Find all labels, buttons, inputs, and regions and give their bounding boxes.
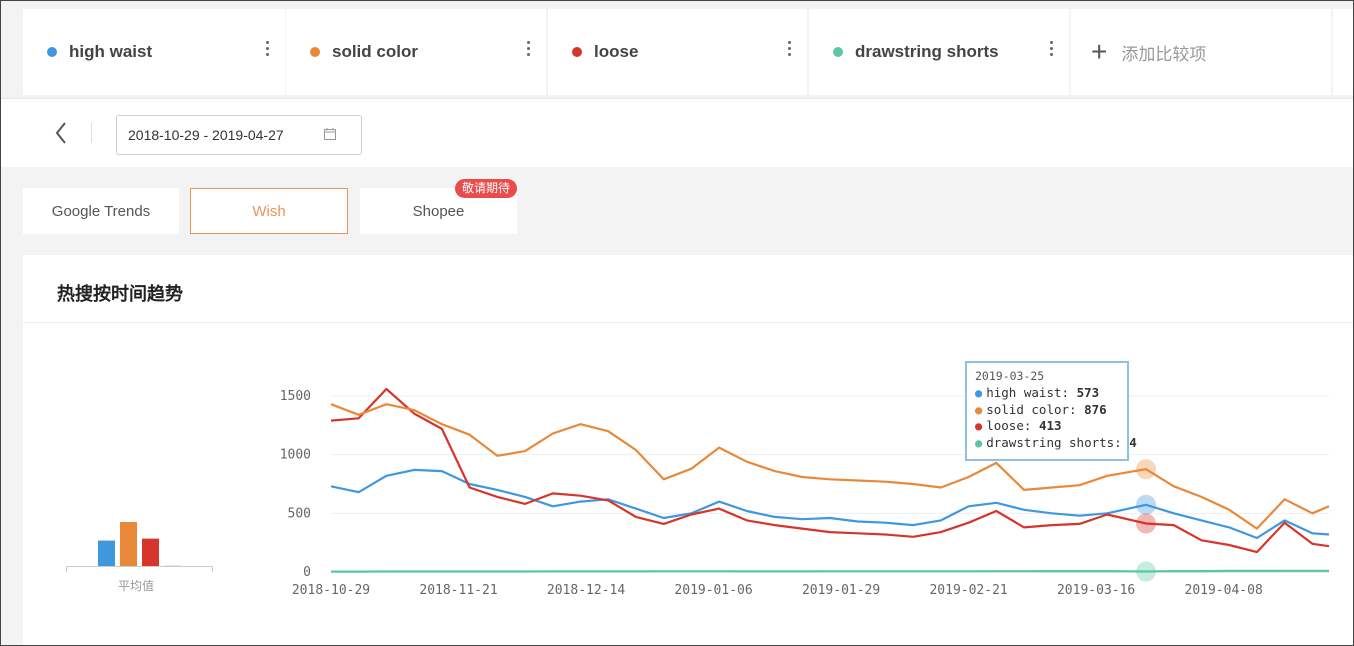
keyword-chip-high-waist[interactable]: high waist [23,9,285,95]
series-dot-icon: ● [975,386,983,400]
keyword-chip-solid-color[interactable]: solid color [286,9,546,95]
series-dot-icon: ● [975,402,983,417]
tooltip-series-value: 4 [1129,434,1137,450]
add-compare-label: 添加比较项 [1121,44,1207,64]
keyword-bar: high waist solid color loose drawstring … [1,1,1353,98]
tooltip-series-value: 413 [1038,418,1062,433]
series-color-dot [833,47,843,57]
x-tick-label: 2018-11-21 [419,583,497,598]
hover-marker [1136,561,1157,582]
keyword-bar-edge [1333,9,1353,95]
chevron-left-icon[interactable] [51,119,73,147]
y-tick-label: 500 [288,506,311,521]
series-line-loose [330,387,1330,554]
coming-soon-badge: 敬请期待 [455,179,518,198]
date-toolbar: 2018-10-29 - 2019-04-27 [1,98,1353,167]
tooltip-series-name: drawstring shorts [986,434,1115,450]
tooltip-date: 2019-03-25 [975,369,1045,383]
tooltip-series-value: 876 [1084,401,1107,417]
keyword-label: drawstring shorts [855,42,999,61]
series-line-high-waist [330,468,1330,540]
series-dot-icon: ● [975,435,983,450]
series-line-drawstring-shorts [331,569,1329,573]
avg-bar-high-waist [98,540,115,566]
tooltip-series-name: high waist [986,385,1062,400]
y-tick-label: 1000 [280,448,311,463]
hover-marker [1136,513,1157,534]
calendar-icon [324,128,336,140]
x-tick-label: 2019-04-08 [1185,583,1263,598]
x-tick-label: 2019-01-06 [674,583,752,598]
x-tick-label: 2019-01-29 [802,583,880,598]
x-tick-label: 2019-03-16 [1057,583,1135,598]
x-tick-label: 2019-02-21 [929,583,1007,598]
keyword-label: loose [594,42,639,61]
tooltip-row: ● high waist: 573 [975,385,1100,400]
avg-bar-solid-color [120,522,137,566]
tooltip-series-value: 573 [1076,385,1100,400]
trend-card: 热搜按时间趋势 [23,255,1353,645]
tooltip-row: ● loose: 413 [975,418,1062,433]
add-compare-button[interactable]: + 添加比较项 [1071,9,1331,95]
plus-icon: + [1091,36,1108,67]
tooltip-row: ● solid color: 876 [975,401,1107,417]
tooltip-row: ● drawstring shorts: 4 [975,434,1137,450]
series-color-dot [47,47,57,57]
more-vertical-icon[interactable] [787,41,791,56]
keyword-chip-drawstring-shorts[interactable]: drawstring shorts [809,9,1069,95]
avg-bar-loose [142,538,159,566]
tab-wish[interactable]: Wish [190,188,348,234]
divider [23,322,1353,323]
avg-axis-tick [212,566,213,572]
series-dot-icon: ● [975,419,983,433]
series-color-dot [310,47,320,57]
x-tick-label: 2018-12-14 [547,583,625,598]
series-line-solid-color [330,403,1330,530]
date-range-value: 2018-10-29 - 2019-04-27 [128,127,284,143]
date-range-picker[interactable]: 2018-10-29 - 2019-04-27 [116,115,362,155]
divider [91,123,92,143]
hover-marker [1136,459,1157,480]
tooltip-series-name: solid color [986,401,1070,417]
tab-google-trends[interactable]: Google Trends [23,188,179,234]
y-tick-label: 0 [303,565,311,580]
tooltip-series-name: loose [986,418,1024,433]
avg-axis-line [66,566,213,567]
chart-tooltip: 2019-03-25 ● high waist: 573 ● solid color… [965,361,1137,461]
more-vertical-icon[interactable] [1049,41,1053,56]
series-color-dot [572,47,582,57]
more-vertical-icon[interactable] [526,41,530,56]
y-tick-label: 1500 [280,389,311,404]
card-title: 热搜按时间趋势 [57,284,183,304]
keyword-chip-loose[interactable]: loose [548,9,807,95]
more-vertical-icon[interactable] [265,41,269,56]
x-tick-label: 2018-10-29 [292,583,370,598]
avg-axis-tick [66,566,67,572]
hover-marker [1136,494,1157,515]
keyword-label: high waist [69,42,153,61]
keyword-label: solid color [332,42,418,61]
avg-label: 平均值 [118,579,155,593]
